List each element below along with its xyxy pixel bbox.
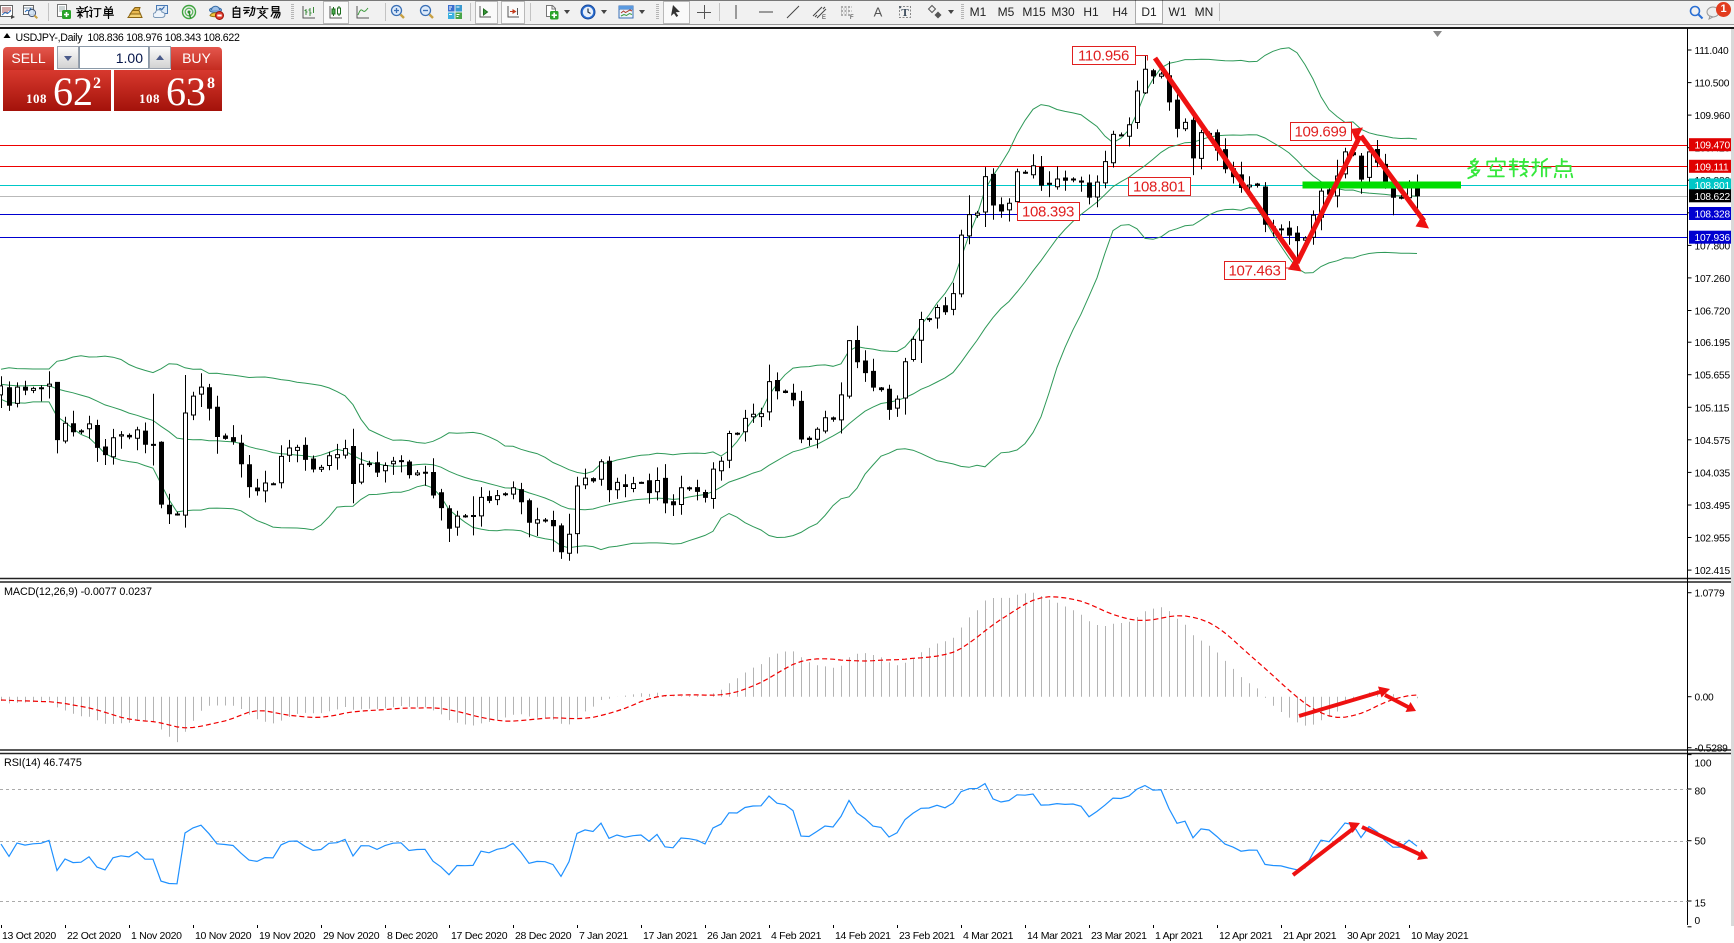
svg-text:4 Feb 2021: 4 Feb 2021 <box>771 930 822 942</box>
svg-text:108.801: 108.801 <box>1133 179 1185 196</box>
svg-text:E: E <box>822 15 826 20</box>
svg-text:17 Dec 2020: 17 Dec 2020 <box>451 930 508 942</box>
svg-text:21 Apr 2021: 21 Apr 2021 <box>1283 930 1337 942</box>
svg-text:108.801: 108.801 <box>1695 181 1731 192</box>
svg-text:107.936: 107.936 <box>1695 233 1731 244</box>
svg-text:109.111: 109.111 <box>1695 162 1729 173</box>
svg-text:100: 100 <box>1695 758 1712 769</box>
svg-text:12 Apr 2021: 12 Apr 2021 <box>1219 930 1273 942</box>
svg-text:10 May 2021: 10 May 2021 <box>1411 930 1469 942</box>
svg-text:104.035: 104.035 <box>1695 468 1731 479</box>
svg-text:109.960: 109.960 <box>1695 111 1731 122</box>
svg-text:17 Jan 2021: 17 Jan 2021 <box>643 930 698 942</box>
svg-text:14 Feb 2021: 14 Feb 2021 <box>835 930 891 942</box>
svg-text:10 Nov 2020: 10 Nov 2020 <box>195 930 252 942</box>
svg-text:110.500: 110.500 <box>1695 79 1730 90</box>
svg-text:105.655: 105.655 <box>1695 371 1731 382</box>
svg-text:1 Nov 2020: 1 Nov 2020 <box>131 930 182 942</box>
svg-text:107.260: 107.260 <box>1695 274 1731 285</box>
svg-text:104.575: 104.575 <box>1695 436 1731 447</box>
svg-text:13 Oct 2020: 13 Oct 2020 <box>2 930 56 942</box>
svg-text:29 Nov 2020: 29 Nov 2020 <box>323 930 380 942</box>
svg-text:7 Jan 2021: 7 Jan 2021 <box>579 930 628 942</box>
svg-text:30 Apr 2021: 30 Apr 2021 <box>1347 930 1401 942</box>
svg-text:23 Feb 2021: 23 Feb 2021 <box>899 930 955 942</box>
svg-text:8 Dec 2020: 8 Dec 2020 <box>387 930 438 942</box>
svg-text:103.495: 103.495 <box>1695 501 1731 512</box>
svg-text:107.463: 107.463 <box>1228 263 1280 280</box>
svg-text:MACD(12,26,9) -0.0077 0.0237: MACD(12,26,9) -0.0077 0.0237 <box>4 586 152 598</box>
svg-text:102.415: 102.415 <box>1695 566 1731 577</box>
svg-text:15: 15 <box>1695 899 1707 910</box>
svg-text:109.699: 109.699 <box>1294 124 1346 141</box>
svg-text:111.040: 111.040 <box>1695 46 1729 57</box>
svg-text:108.328: 108.328 <box>1695 210 1731 221</box>
svg-text:-0.5289: -0.5289 <box>1695 744 1729 755</box>
svg-text:RSI(14) 46.7475: RSI(14) 46.7475 <box>4 757 82 769</box>
svg-text:108.393: 108.393 <box>1022 204 1074 221</box>
svg-text:0: 0 <box>1695 916 1701 927</box>
svg-text:28 Dec 2020: 28 Dec 2020 <box>515 930 572 942</box>
svg-text:106.720: 106.720 <box>1695 307 1731 318</box>
svg-text:14 Mar 2021: 14 Mar 2021 <box>1027 930 1083 942</box>
svg-text:26 Jan 2021: 26 Jan 2021 <box>707 930 762 942</box>
svg-text:1 Apr 2021: 1 Apr 2021 <box>1155 930 1203 942</box>
svg-text:110.956: 110.956 <box>1078 48 1129 65</box>
svg-text:1.0779: 1.0779 <box>1695 589 1725 600</box>
svg-text:22 Oct 2020: 22 Oct 2020 <box>67 930 121 942</box>
svg-text:109.470: 109.470 <box>1695 141 1731 152</box>
svg-text:102.955: 102.955 <box>1695 534 1731 545</box>
svg-text:4 Mar 2021: 4 Mar 2021 <box>963 930 1014 942</box>
svg-text:USDJPY-,Daily 108.836 108.976: USDJPY-,Daily 108.836 108.976 108.343 10… <box>16 32 240 44</box>
svg-text:F: F <box>850 15 854 20</box>
svg-text:108.622: 108.622 <box>1695 192 1731 203</box>
svg-text:19 Nov 2020: 19 Nov 2020 <box>259 930 316 942</box>
svg-text:23 Mar 2021: 23 Mar 2021 <box>1091 930 1147 942</box>
svg-text:T: T <box>901 7 909 19</box>
svg-text:105.115: 105.115 <box>1695 403 1730 414</box>
svg-text:80: 80 <box>1695 787 1707 798</box>
svg-text:A: A <box>874 5 883 20</box>
svg-text:0.00: 0.00 <box>1695 693 1715 704</box>
svg-text:50: 50 <box>1695 837 1707 848</box>
svg-text:106.195: 106.195 <box>1695 338 1731 349</box>
svg-text:107.800: 107.800 <box>1695 241 1731 252</box>
